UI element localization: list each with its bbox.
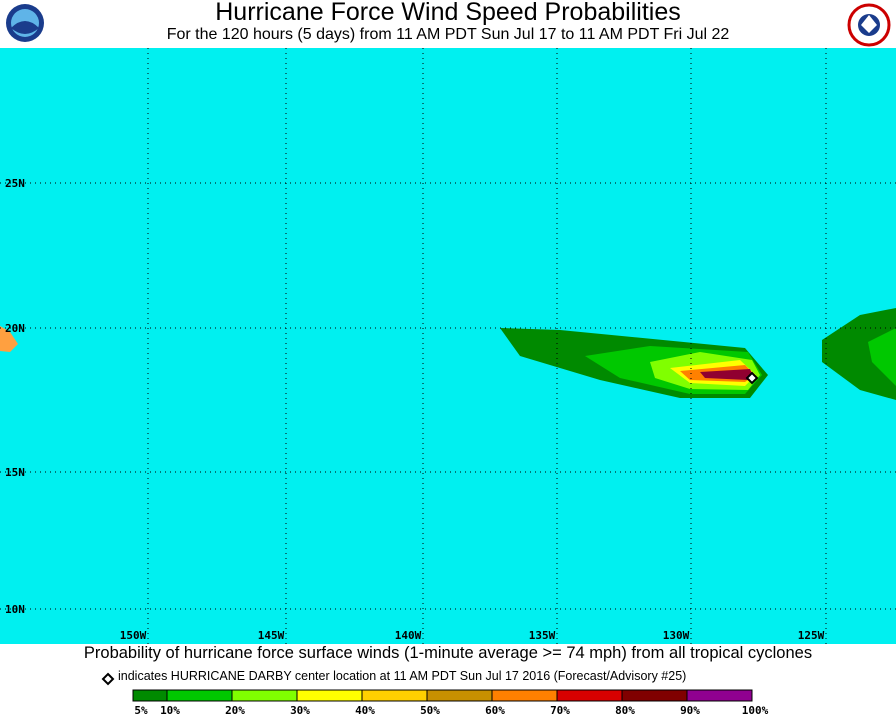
legend-swatch (296, 689, 363, 702)
ocean (0, 48, 896, 644)
lon-label: 140W (395, 629, 422, 642)
legend-label: 80% (615, 704, 635, 716)
note: indicates HURRICANE DARBY center locatio… (118, 669, 686, 683)
lon-label: 135W (529, 629, 556, 642)
legend: 5% 10% 20% 30% 40% 50% 60% 70% 80% 90% 100% (132, 689, 769, 716)
subtitle: For the 120 hours (5 days) from 11 AM PD… (167, 26, 730, 43)
legend-label: 30% (290, 704, 310, 716)
title: Hurricane Force Wind Speed Probabilities (215, 0, 681, 26)
land-hawaii (0, 326, 18, 352)
legend-swatch (621, 689, 688, 702)
legend-label: 10% (160, 704, 180, 716)
nws-logo (847, 3, 891, 47)
lat-label: 25N (5, 177, 25, 190)
legend-label: 50% (420, 704, 440, 716)
note-symbol (101, 672, 115, 686)
legend-swatch (132, 689, 168, 702)
lat-label: 15N (5, 466, 25, 479)
legend-label: 60% (485, 704, 505, 716)
legend-swatch (166, 689, 233, 702)
contour-80 (700, 369, 753, 380)
legend-label: 40% (355, 704, 375, 716)
contour-5-east (822, 308, 896, 400)
lon-label: 145W (258, 629, 285, 642)
legend-swatch (491, 689, 558, 702)
lon-label: 130W (663, 629, 690, 642)
legend-swatch (361, 689, 428, 702)
legend-label: 100% (742, 704, 769, 716)
lat-label: 20N (5, 322, 25, 335)
legend-label: 5% (134, 704, 148, 716)
legend-label: 90% (680, 704, 700, 716)
caption: Probability of hurricane force surface w… (84, 644, 812, 662)
legend-label: 70% (550, 704, 570, 716)
lon-label: 150W (120, 629, 147, 642)
lon-label: 125W (798, 629, 825, 642)
lat-label: 10N (5, 603, 25, 616)
map: 25N 20N 15N 10N 150W 145W 140W 135W 130W 125W (0, 48, 896, 644)
contour-10-east (868, 328, 896, 386)
storm-center (745, 371, 759, 385)
legend-swatch (426, 689, 493, 702)
legend-swatch (556, 689, 623, 702)
legend-swatch (686, 689, 753, 702)
legend-label: 20% (225, 704, 245, 716)
noaa-logo (6, 4, 44, 42)
legend-swatch (231, 689, 298, 702)
